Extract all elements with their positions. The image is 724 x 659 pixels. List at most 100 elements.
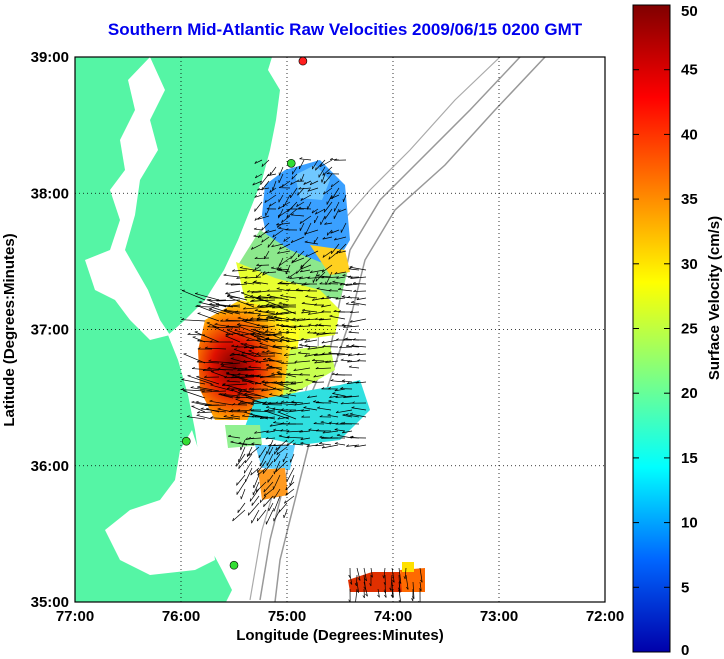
velocity-arrow: [237, 393, 248, 397]
velocity-arrowhead: [281, 400, 285, 403]
velocity-arrow: [266, 430, 276, 433]
velocity-arrow: [268, 446, 274, 455]
velocity-arrow: [304, 229, 319, 235]
velocity-arrowhead: [230, 440, 234, 443]
velocity-arrow: [245, 374, 262, 377]
y-tick-label: 38:00: [31, 185, 69, 202]
velocity-arrowhead: [315, 401, 319, 404]
velocity-arrow: [263, 488, 274, 497]
velocity-arrowhead: [330, 184, 333, 188]
velocity-arrowhead: [319, 415, 323, 418]
velocity-arrowhead: [225, 318, 229, 321]
velocity-arrow: [286, 439, 295, 447]
velocity-arrowhead: [254, 309, 258, 311]
velocity-arrowhead: [299, 157, 303, 160]
velocity-arrowhead: [227, 293, 231, 296]
velocity-arrow: [321, 304, 332, 308]
velocity-arrow: [302, 309, 318, 313]
velocity-arrowhead: [235, 395, 239, 398]
velocity-arrowhead: [330, 379, 334, 382]
velocity-arrowhead: [262, 271, 266, 274]
velocity-arrowhead: [298, 206, 302, 209]
velocity-arrowhead: [342, 413, 346, 416]
isobath-2: [274, 57, 546, 602]
velocity-arrowhead: [306, 444, 310, 447]
velocity-arrow: [377, 588, 380, 598]
velocity-arrowhead: [280, 382, 284, 385]
velocity-arrow: [326, 229, 333, 236]
velocity-arrow: [340, 222, 347, 233]
velocity-arrow: [265, 509, 274, 525]
velocity-arrowhead: [204, 403, 208, 407]
velocity-arrow: [278, 269, 291, 273]
velocity-arrowhead: [257, 472, 260, 476]
velocity-arrowhead: [303, 181, 306, 185]
velocity-arrowhead: [276, 224, 279, 228]
velocity-arrow: [244, 276, 262, 279]
velocity-arrow: [419, 567, 423, 583]
velocity-arrow: [238, 334, 262, 343]
velocity-arrowhead: [217, 407, 221, 410]
velocity-arrowhead: [346, 444, 349, 447]
velocity-arrowhead: [196, 414, 200, 416]
velocity-arrow: [258, 446, 267, 459]
velocity-arrowhead: [256, 337, 261, 340]
velocity-arrow: [308, 324, 318, 327]
velocity-arrowhead: [319, 442, 323, 444]
velocity-arrowhead: [225, 291, 228, 295]
velocity-arrowhead: [253, 227, 257, 230]
velocity-arrow: [315, 325, 325, 327]
velocity-arrow: [280, 295, 297, 299]
velocity-arrowhead: [287, 372, 291, 375]
velocity-arrow: [356, 581, 359, 593]
velocity-arrow: [290, 453, 295, 463]
colorbar-tick-label: 25: [681, 321, 698, 338]
velocity-arrow: [299, 222, 305, 232]
velocity-arrowhead: [278, 267, 282, 270]
velocity-arrowhead: [266, 337, 270, 340]
velocity-arrowhead: [315, 366, 319, 370]
velocity-arrowhead: [286, 330, 290, 333]
velocity-arrowhead: [183, 389, 187, 391]
velocity-arrow: [338, 289, 353, 292]
velocity-arrow: [304, 345, 318, 348]
velocity-arrowhead: [298, 324, 302, 327]
velocity-arrow: [298, 325, 311, 327]
velocity-arrowhead: [270, 315, 274, 318]
velocity-arrow: [245, 374, 255, 377]
velocity-arrow: [255, 360, 269, 363]
velocity-arrowhead: [263, 489, 265, 493]
velocity-arrowhead: [261, 388, 265, 392]
velocity-arrowhead: [251, 414, 255, 417]
velocity-arrowhead: [242, 359, 246, 363]
velocity-arrowhead: [281, 422, 284, 425]
velocity-arrowhead: [343, 395, 347, 398]
velocity-arrowhead: [308, 428, 312, 431]
velocity-arrowhead: [347, 295, 351, 298]
velocity-arrowhead: [273, 428, 277, 431]
velocity-arrowhead: [221, 364, 225, 367]
velocity-arrowhead: [232, 518, 234, 522]
velocity-arrow: [254, 430, 269, 434]
velocity-arrowhead: [362, 595, 365, 599]
velocity-arrowhead: [345, 283, 349, 286]
velocity-arrow: [257, 297, 283, 308]
velocity-arrowhead: [214, 322, 218, 325]
velocity-arrowhead: [207, 325, 211, 328]
velocity-arrow: [304, 222, 312, 236]
velocity-arrowhead: [268, 296, 272, 299]
velocity-arrow: [233, 367, 248, 370]
velocity-arrowhead: [289, 409, 292, 413]
velocity-arrowhead: [251, 387, 255, 390]
velocity-arrow: [341, 324, 353, 327]
velocity-arrow: [336, 353, 353, 356]
velocity-arrowhead: [253, 234, 257, 237]
velocity-arrowhead: [311, 358, 315, 361]
velocity-arrowhead: [254, 160, 257, 164]
velocity-arrow: [223, 416, 241, 420]
velocity-arrowhead: [325, 360, 329, 363]
velocity-arrowhead: [268, 203, 271, 207]
velocity-arrow: [269, 166, 277, 176]
velocity-arrow: [251, 243, 263, 250]
velocity-arrowhead: [239, 389, 243, 393]
